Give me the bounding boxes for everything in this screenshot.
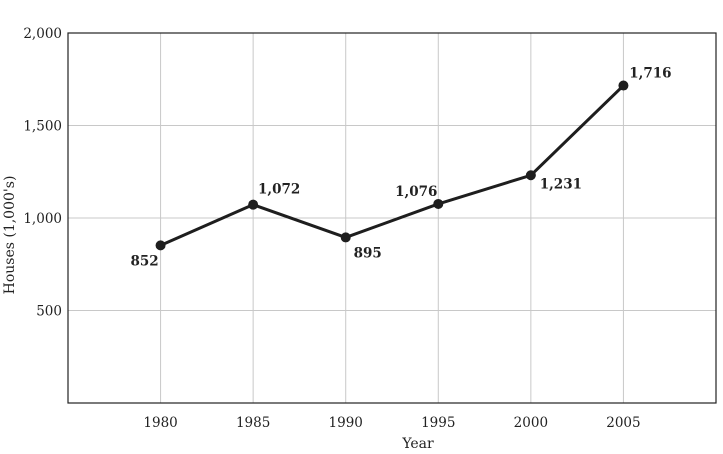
y-tick-label: 500 (36, 304, 62, 320)
x-tick-label: 2005 (606, 415, 640, 431)
data-point (618, 80, 629, 91)
x-tick-label: 1990 (329, 415, 363, 431)
plot-area-frame (67, 32, 717, 404)
data-label: 1,231 (540, 176, 582, 192)
x-tick-label: 1980 (143, 415, 177, 431)
data-label: 1,716 (629, 66, 671, 82)
data-point (525, 170, 536, 181)
data-label: 895 (354, 245, 382, 261)
y-axis-title: Houses (1,000's) (2, 176, 18, 295)
data-point (155, 240, 166, 251)
data-point (340, 232, 351, 243)
x-tick-label: 1995 (421, 415, 455, 431)
y-tick-label: 1,500 (23, 119, 62, 135)
x-tick-label: 1985 (236, 415, 270, 431)
data-point (433, 198, 444, 209)
x-axis-ticks: 1980 1985 1990 1995 2000 2005 (143, 415, 640, 431)
data-points (155, 80, 629, 251)
y-axis-ticks: 500 1,000 1,500 2,000 (23, 26, 62, 320)
y-tick-label: 1,000 (23, 211, 62, 227)
series-line-houses (159, 84, 625, 247)
data-label: 852 (130, 253, 158, 269)
data-point (248, 199, 259, 210)
x-tick-label: 2000 (514, 415, 548, 431)
data-labels: 852 1,072 895 1,076 1,231 1,716 (130, 66, 671, 270)
x-axis-title: Year (401, 436, 434, 452)
y-tick-label: 2,000 (23, 26, 62, 42)
data-label: 1,072 (258, 182, 300, 198)
data-label: 1,076 (395, 184, 437, 200)
